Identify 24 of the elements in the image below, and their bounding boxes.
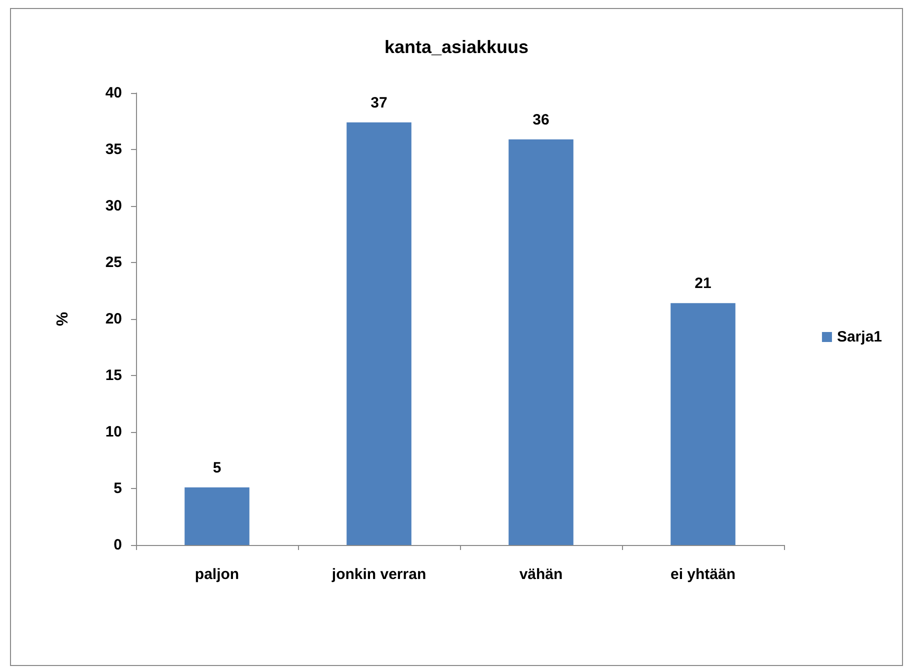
chart-title: kanta_asiakkuus: [384, 37, 529, 57]
x-tick-label: paljon: [194, 566, 240, 583]
y-tick-label: 35: [105, 141, 122, 158]
y-tick-label: 20: [105, 310, 122, 328]
x-tick-label: jonkin verran: [330, 566, 426, 583]
data-label: 5: [212, 459, 222, 476]
legend-label: Sarja1: [836, 328, 882, 346]
y-tick-label: 40: [105, 84, 122, 102]
bar: [184, 487, 250, 545]
y-tick-label: 10: [105, 424, 122, 440]
x-tick-label: vähän: [519, 566, 563, 583]
y-tick-label: 5: [114, 480, 122, 497]
bar: [670, 303, 736, 545]
y-tick-label: 15: [105, 367, 122, 384]
y-tick-label: 25: [105, 254, 122, 271]
data-label: 37: [370, 94, 388, 112]
x-tick-label: ei yhtään: [670, 566, 736, 583]
y-tick-label: 30: [105, 198, 122, 214]
y-axis-title: %: [54, 312, 72, 326]
y-tick-label: 0: [114, 536, 122, 554]
bar: [346, 122, 412, 545]
data-label: 36: [532, 111, 550, 128]
data-label: 21: [694, 275, 712, 292]
bar: [508, 139, 574, 545]
